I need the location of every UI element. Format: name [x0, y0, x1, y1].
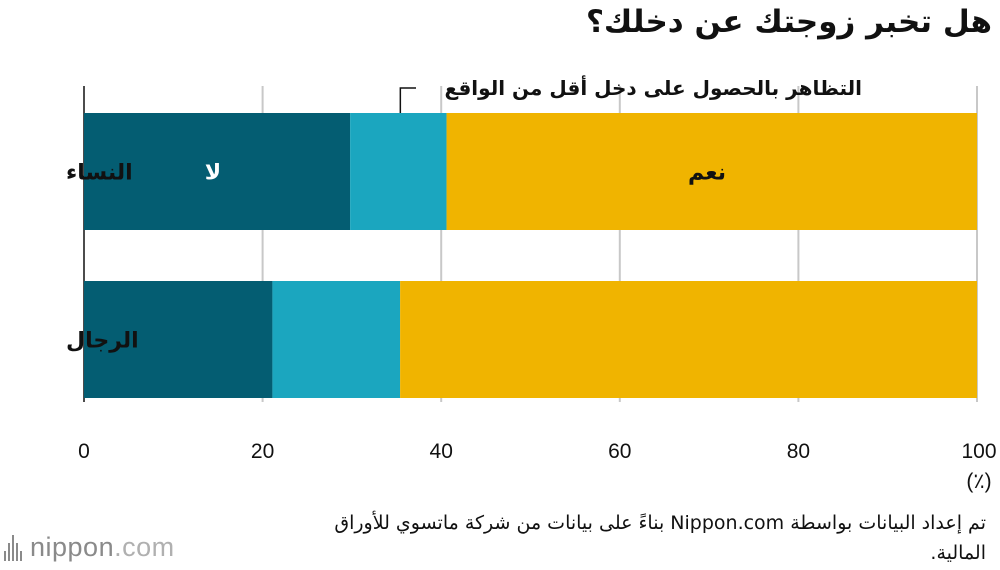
bar-segment-yes-men: [400, 281, 977, 398]
segment-label-yes: نعم: [688, 161, 726, 186]
bar-segment-yes-women: [446, 113, 978, 230]
bar-segment-no-women: [84, 113, 351, 230]
labels: 0 20 40 60 80 100 (٪) لا نعم النساء الرجال التظاهر …: [66, 74, 997, 493]
x-tick-label-0: 0: [78, 440, 90, 463]
bar-segment-pretend-men: [272, 281, 401, 398]
segment-label-no: لا: [205, 161, 221, 186]
annotation-leader-line: [399, 87, 416, 113]
annotation-pretend-lower-income: التظاهر بالحصول على دخل أقل من الواقع: [445, 74, 862, 100]
x-tick-label-40: 40: [430, 440, 453, 463]
category-label-men: الرجال: [66, 329, 139, 354]
category-label-women: النساء: [66, 161, 133, 186]
x-tick-label-60: 60: [608, 440, 631, 463]
source-note: تم إعداد البيانات بواسطة Nippon.com بناء…: [334, 512, 986, 564]
nippon-logo: nippon.com: [4, 532, 175, 563]
stacked-bar-chart: 0 20 40 60 80 100 (٪) لا نعم النساء الرجال التظاهر …: [66, 74, 997, 493]
chart-title: هل تخبر زوجتك عن دخلك؟: [585, 4, 992, 40]
nippon-logo-icon: [4, 534, 22, 561]
bar-segment-no-men: [84, 281, 273, 398]
logo-suffix: .com: [114, 532, 175, 562]
logo-text: nippon.com: [30, 532, 175, 563]
x-tick-label-80: 80: [787, 440, 810, 463]
logo-brand: nippon: [30, 532, 115, 562]
x-tick-label-100: 100: [961, 440, 996, 463]
x-tick-label-20: 20: [251, 440, 274, 463]
bar-segments: [84, 113, 978, 398]
bar-segment-pretend-women: [350, 113, 447, 230]
x-axis-unit-label: (٪): [966, 470, 991, 493]
